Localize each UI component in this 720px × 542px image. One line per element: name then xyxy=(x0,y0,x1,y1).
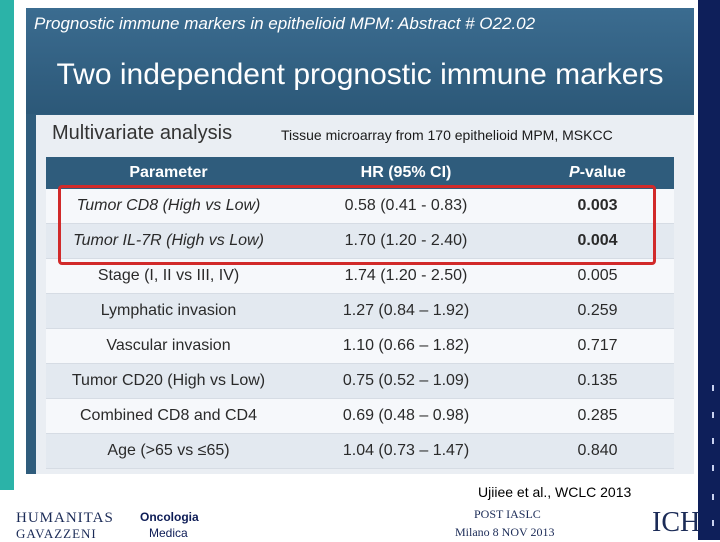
humanitas-logo-line1: HUMANITAS xyxy=(16,510,114,526)
table-row: Age (>65 vs ≤65) 1.04 (0.73 – 1.47) 0.84… xyxy=(46,433,674,469)
row-p-value: 0.135 xyxy=(521,363,674,399)
right-bar-tick xyxy=(712,494,714,500)
row-hr: 1.70 (1.20 - 2.40) xyxy=(291,223,521,259)
highlight-box xyxy=(58,185,656,265)
oncologia-label: Oncologia xyxy=(140,510,199,524)
table-row: Tumor CD8 (High vs Low) 0.58 (0.41 - 0.8… xyxy=(46,189,674,224)
left-accent-bar xyxy=(0,0,14,490)
row-p-value: 0.259 xyxy=(521,293,674,329)
row-p-value: 0.004 xyxy=(521,223,674,259)
row-parameter: Age (>65 vs ≤65) xyxy=(46,433,291,469)
citation: Ujiiee et al., WCLC 2013 xyxy=(478,484,632,500)
row-hr: 0.58 (0.41 - 0.83) xyxy=(291,189,521,224)
row-p-value: 0.003 xyxy=(521,189,674,224)
abstract-title: Prognostic immune markers in epithelioid… xyxy=(34,14,536,33)
row-parameter: Vascular invasion xyxy=(46,328,291,364)
table-row: Tumor CD20 (High vs Low) 0.75 (0.52 – 1.… xyxy=(46,363,674,399)
post-iaslc-label: POST IASLC xyxy=(474,507,541,521)
right-bar-tick xyxy=(712,412,714,418)
medica-label: Medica xyxy=(149,526,188,540)
row-hr: 1.04 (0.73 – 1.47) xyxy=(291,433,521,469)
row-parameter: Tumor IL-7R (High vs Low) xyxy=(46,223,291,259)
analysis-panel: Multivariate analysis Tissue microarray … xyxy=(36,115,694,474)
table-row: Combined CD8 and CD4 0.69 (0.48 – 0.98) … xyxy=(46,398,674,434)
row-parameter: Tumor CD20 (High vs Low) xyxy=(46,363,291,399)
header-hr: HR (95% CI) xyxy=(291,157,521,189)
header-parameter: Parameter xyxy=(46,157,291,189)
slide-image: Prognostic immune markers in epithelioid… xyxy=(26,8,694,474)
row-p-value: 0.285 xyxy=(521,398,674,434)
row-p-value: 0.840 xyxy=(521,433,674,469)
multivariate-table: Parameter HR (95% CI) P-value Tumor CD8 … xyxy=(46,157,674,469)
right-bar-tick xyxy=(712,465,714,471)
row-p-value: 0.717 xyxy=(521,328,674,364)
header-p-suffix: -value xyxy=(579,164,626,181)
header-p-value: P-value xyxy=(521,157,674,189)
row-parameter: Combined CD8 and CD4 xyxy=(46,398,291,434)
event-date: Milano 8 NOV 2013 xyxy=(455,525,555,539)
right-navy-bar xyxy=(698,0,720,540)
row-hr: 0.75 (0.52 – 1.09) xyxy=(291,363,521,399)
row-parameter: Tumor CD8 (High vs Low) xyxy=(46,189,291,224)
right-bar-tick xyxy=(712,520,714,526)
tissue-microarray-note: Tissue microarray from 170 epithelioid M… xyxy=(281,127,613,143)
ich-logo: ICH xyxy=(652,507,701,538)
header-p-letter: P xyxy=(569,164,580,181)
multivariate-title: Multivariate analysis xyxy=(52,122,233,144)
slide-header-band: Prognostic immune markers in epithelioid… xyxy=(26,8,694,114)
row-parameter: Lymphatic invasion xyxy=(46,293,291,329)
row-hr: 1.10 (0.66 – 1.82) xyxy=(291,328,521,364)
table-row: Tumor IL-7R (High vs Low) 1.70 (1.20 - 2… xyxy=(46,223,674,259)
slide-headline: Two independent prognostic immune marker… xyxy=(56,58,664,91)
humanitas-logo-line2: GAVAZZENI xyxy=(16,526,97,541)
row-hr: 0.69 (0.48 – 0.98) xyxy=(291,398,521,434)
table-header-row: Parameter HR (95% CI) P-value xyxy=(46,157,674,189)
row-hr: 1.27 (0.84 – 1.92) xyxy=(291,293,521,329)
table-row: Vascular invasion 1.10 (0.66 – 1.82) 0.7… xyxy=(46,328,674,364)
table-row: Lymphatic invasion 1.27 (0.84 – 1.92) 0.… xyxy=(46,293,674,329)
right-bar-tick xyxy=(712,385,714,391)
right-bar-tick xyxy=(712,438,714,444)
